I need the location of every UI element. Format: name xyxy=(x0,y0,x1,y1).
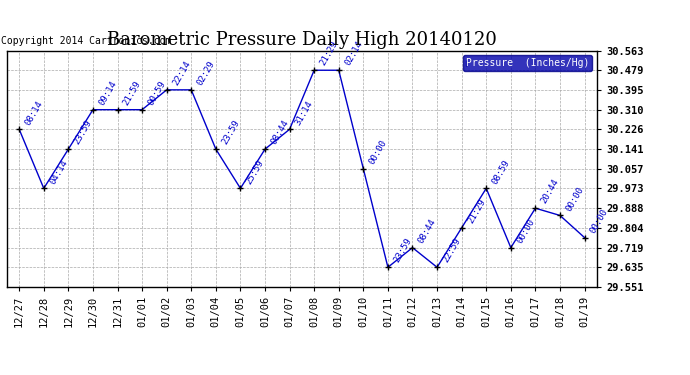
Text: 00:00: 00:00 xyxy=(368,138,388,166)
Text: 23:59: 23:59 xyxy=(220,118,242,146)
Text: 08:14: 08:14 xyxy=(23,99,45,126)
Text: 22:59: 22:59 xyxy=(441,237,462,264)
Text: 31:14: 31:14 xyxy=(294,99,315,126)
Text: 08:44: 08:44 xyxy=(417,217,438,245)
Text: Copyright 2014 Cartronics.com: Copyright 2014 Cartronics.com xyxy=(1,36,171,46)
Text: 22:14: 22:14 xyxy=(171,59,192,87)
Text: 09:14: 09:14 xyxy=(97,79,118,107)
Text: 21:29: 21:29 xyxy=(466,197,487,225)
Text: 21:59: 21:59 xyxy=(121,79,143,107)
Text: 23:59: 23:59 xyxy=(392,237,413,264)
Text: 08:59: 08:59 xyxy=(491,158,511,186)
Text: 00:00: 00:00 xyxy=(564,185,585,213)
Text: 25:59: 25:59 xyxy=(244,158,266,186)
Text: 00:00: 00:00 xyxy=(589,207,610,235)
Title: Barometric Pressure Daily High 20140120: Barometric Pressure Daily High 20140120 xyxy=(107,31,497,49)
Text: 02:29: 02:29 xyxy=(195,59,217,87)
Text: 20:44: 20:44 xyxy=(540,178,561,206)
Text: 21:29: 21:29 xyxy=(318,40,339,68)
Text: 00:00: 00:00 xyxy=(515,217,536,245)
Text: 02:14: 02:14 xyxy=(343,40,364,68)
Text: 00:59: 00:59 xyxy=(146,79,168,107)
Text: 23:59: 23:59 xyxy=(72,118,94,146)
Text: 04:14: 04:14 xyxy=(48,158,69,186)
Legend: Pressure  (Inches/Hg): Pressure (Inches/Hg) xyxy=(463,56,592,71)
Text: 08:44: 08:44 xyxy=(269,118,290,146)
